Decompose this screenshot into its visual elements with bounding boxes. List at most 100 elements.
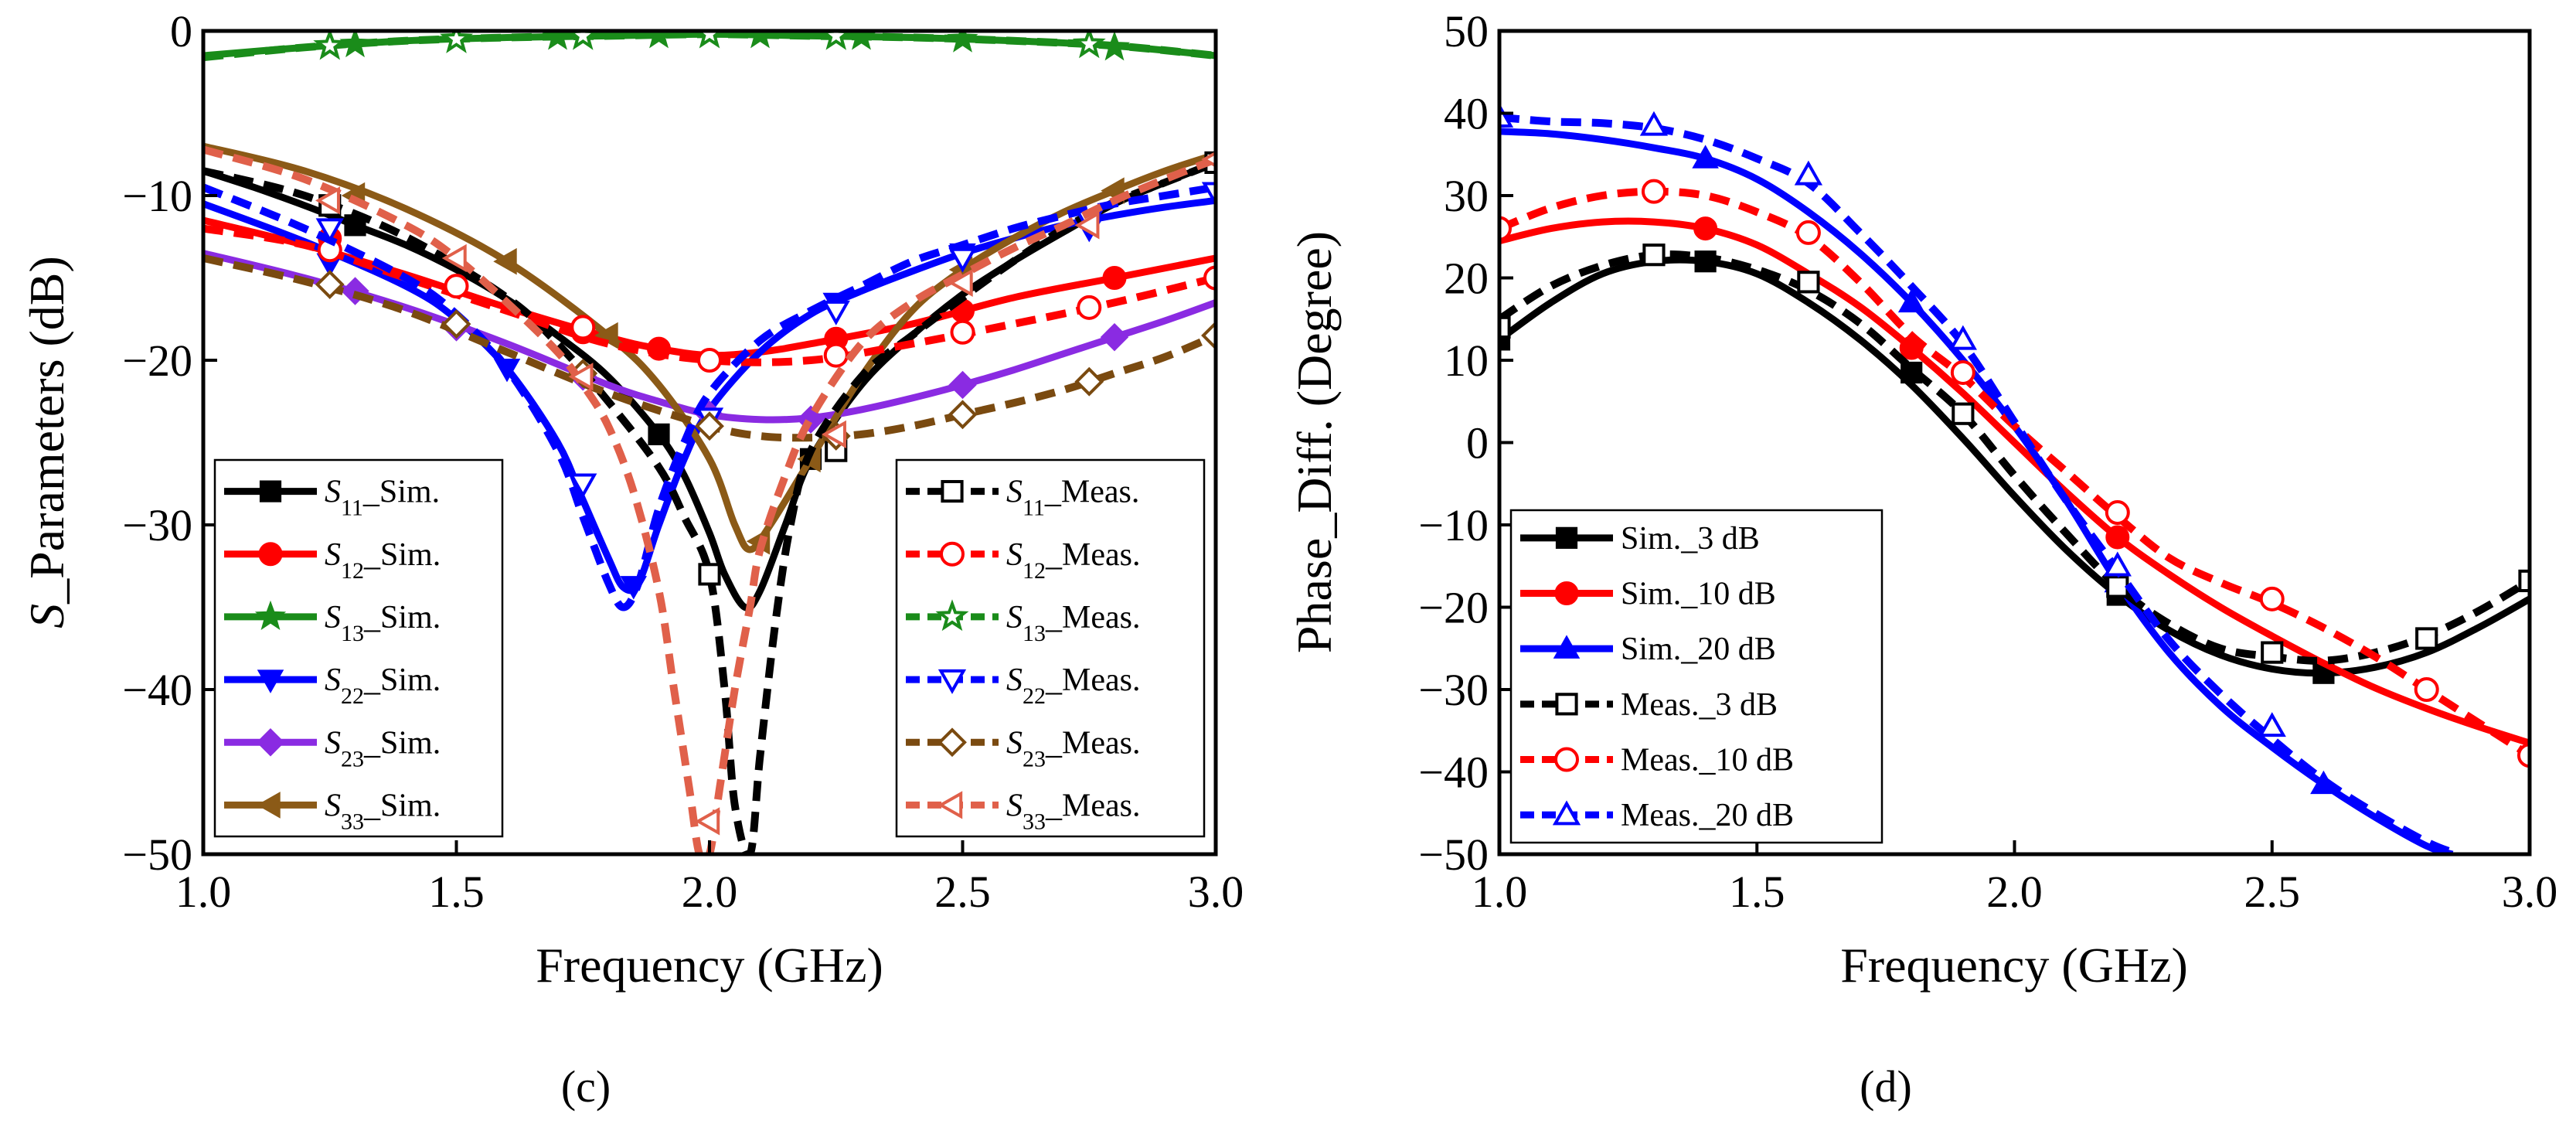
series-1-meas-20-db-marker-1 (1639, 111, 1669, 136)
legend-0-s22-meas-suffix: _Meas. (1045, 662, 1140, 698)
y-tick-label-1-10: −50 (1418, 829, 1489, 880)
series-1-meas-3-db-marker-3 (1952, 402, 1975, 425)
legend-0-s13-meas-label: S13_Meas. (1006, 600, 1140, 646)
series-1-meas-3-db-marker-2 (1797, 271, 1820, 294)
panel-d-x-axis-label: Frequency (GHz) (1840, 938, 2188, 993)
legend-0-s13-meas-s: S (1006, 600, 1023, 635)
series-0-s11-meas-marker-1 (698, 563, 721, 586)
legend-0-s22-meas-marker (938, 669, 967, 694)
legend-0-s11-meas-suffix: _Meas. (1044, 475, 1139, 510)
series-1-meas-3-db-line (1499, 250, 2530, 665)
series-0-s13-meas-marker-3 (695, 31, 724, 49)
panel-c-tick-layer: 1.0 1.5 2.0 2.5 3.0 0 −10 −20 −30 −40 −50 (122, 6, 1244, 917)
series-0-s11-meas-line (203, 158, 1216, 854)
panel-c-label: (c) (561, 1061, 611, 1112)
y-tick-label-0-4: −40 (122, 665, 192, 715)
legend-1-sim-3-db-marker (1555, 526, 1578, 549)
series-0-s33-meas-line (203, 145, 1216, 854)
y-tick-label-1-6: −10 (1418, 500, 1489, 550)
series-1-sim-10-db-marker-2 (2105, 525, 2130, 550)
legend-0-s22-sim-subscript: 22 (341, 683, 364, 709)
legend-0-s23-sim-marker (256, 728, 285, 757)
series-0-s33-meas-marker-1 (441, 244, 467, 273)
y-tick-label-1-0: 50 (1444, 6, 1489, 56)
series-1-meas-10-db-marker-6 (2414, 677, 2439, 702)
series-0-s33-meas-marker-4 (821, 420, 846, 448)
series-0-s23-sim-marker-4 (796, 405, 825, 434)
y-tick-label-1-5: 0 (1466, 418, 1489, 468)
series-1-meas-10-db-marker-3 (1950, 359, 1975, 385)
legend-0-s11-sim-subscript: 11 (341, 495, 363, 520)
series-0-s33-meas-marker-0 (315, 186, 340, 215)
legend-0-s13-sim-marker (254, 600, 287, 630)
series-1-meas-3-db-marker-6 (2415, 627, 2438, 650)
series-0-s12-sim-marker-6 (1102, 266, 1127, 290)
legend-1-meas-20-db-marker (1552, 800, 1581, 826)
legend-0-s11-meas-s: S (1006, 475, 1023, 510)
legend-0-s11-meas-subscript: 11 (1023, 495, 1045, 520)
series-0-s22-meas-marker-6 (1201, 182, 1216, 207)
legend-0-s23-sim-subscript: 23 (341, 746, 364, 771)
legend-1-sim-20-db-label: Sim._20 dB (1621, 632, 1776, 667)
series-1-meas-20-db-marker-0 (1499, 103, 1514, 128)
series-1-meas-10-db-line (1499, 187, 2530, 759)
panel-c-y-axis-label-rest: _Parameters (dB) (19, 256, 74, 605)
legend-0-s33-sim-subscript: 33 (341, 809, 364, 834)
legend-0-s23-meas-marker (938, 727, 967, 758)
x-tick-label-0-4: 3.0 (1188, 867, 1244, 917)
legend-0-s33-meas-subscript: 33 (1023, 809, 1046, 834)
series-1-meas-10-db-marker-1 (1641, 179, 1666, 204)
series-1-meas-20-db-marker-4 (2103, 551, 2132, 577)
legend-1-sim-10-db-marker (1554, 581, 1579, 605)
panel-c-series-layer (203, 31, 1216, 854)
series-0-s13-meas-marker-0 (313, 31, 347, 60)
panel-c-x-axis-label: Frequency (GHz) (536, 938, 883, 993)
series-1-meas-20-db-line (1499, 113, 2459, 854)
series-0-s12-meas-marker-1 (444, 274, 469, 299)
legend-1-sim-20-db-marker (1553, 635, 1581, 659)
y-tick-label-1-7: −20 (1418, 583, 1489, 633)
series-0-s23-meas-line (203, 254, 1216, 442)
legend-0-s23-meas-suffix: _Meas. (1045, 725, 1140, 761)
legend-0-s33-meas-suffix: _Meas. (1045, 788, 1140, 823)
legend-0-s12-sim-label: S12_Sim. (325, 537, 441, 584)
panel-c-y-axis-label-italic: S (19, 604, 74, 628)
series-0-s23-sim-marker-6 (1100, 322, 1129, 352)
series-1-sim-10-db-marker-0 (1693, 216, 1718, 241)
legend-0-s12-sim-s: S (325, 537, 341, 573)
y-tick-label-0-1: −10 (122, 171, 192, 221)
series-1-sim-20-db-marker-0 (1692, 145, 1719, 169)
series-0-s12-meas-marker-7 (1203, 265, 1216, 291)
y-tick-label-1-4: 10 (1444, 335, 1489, 386)
series-0-s23-meas-marker-0 (315, 270, 345, 299)
series-0-s12-meas-marker-6 (1077, 295, 1102, 320)
series-0-s13-meas-marker-1 (440, 31, 473, 53)
y-tick-label-0-5: −50 (122, 829, 192, 880)
legend-0-s33-meas-marker (938, 791, 963, 819)
series-0-s12-meas-marker-4 (823, 342, 849, 368)
legend-0-s13-sim-subscript: 13 (341, 620, 364, 645)
legend-0-s12-meas-s: S (1006, 537, 1023, 573)
panel-d-tick-layer: 1.0 1.5 2.0 2.5 3.0 50 40 30 20 10 0 −10 −20 −30 −40 −5… (1418, 6, 2557, 917)
series-0-s22-meas-marker-1 (569, 473, 597, 499)
panel-d-legend-layer: Sim._3 dB Sim._10 dB Sim._20 dB Meas._3 dB M… (1509, 509, 1884, 844)
legend-0-s33-sim-suffix: _Sim. (363, 788, 441, 823)
legend-1-meas-10-db-label: Meas._10 dB (1621, 743, 1794, 778)
series-1-sim-3-db-line (1499, 256, 2530, 677)
series-0-s33-meas-marker-6 (1074, 211, 1100, 240)
series-0-s13-meas-marker-2 (567, 31, 599, 50)
series-0-s23-meas-marker-1 (441, 309, 471, 339)
legend-box-0-s11-meas (895, 458, 1206, 838)
legend-0-s23-meas-label: S23_Meas. (1006, 725, 1140, 771)
legend-0-s13-sim-suffix: _Sim. (363, 600, 441, 635)
y-tick-label-1-9: −40 (1418, 748, 1489, 798)
series-1-meas-10-db-marker-4 (2105, 500, 2130, 526)
legend-1-meas-20-db-label: Meas._20 dB (1621, 798, 1794, 833)
legend-0-s22-meas-label: S22_Meas. (1006, 662, 1140, 709)
series-1-sim-10-db-line (1499, 217, 2530, 747)
series-1-meas-3-db-marker-1 (1642, 244, 1666, 267)
legend-0-s22-sim-marker (257, 669, 284, 693)
legend-0-s23-sim-s: S (325, 725, 341, 761)
legend-0-s13-meas-suffix: _Meas. (1045, 600, 1140, 635)
legend-0-s11-meas-marker (941, 479, 964, 503)
